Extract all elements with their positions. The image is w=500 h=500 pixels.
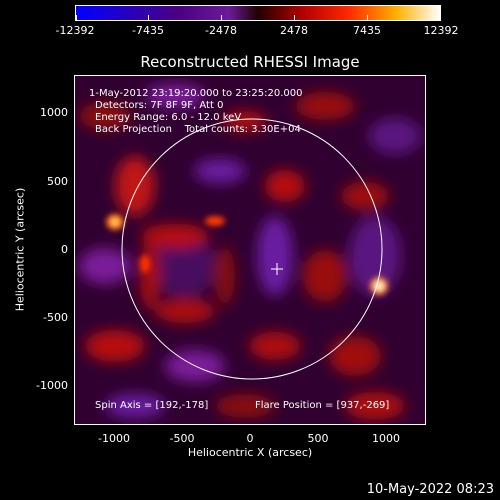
x-tick-label: 500 bbox=[307, 432, 329, 445]
footer-date: 10-May-2022 08:23 bbox=[366, 482, 494, 497]
y-axis-label: Heliocentric Y (arcsec) bbox=[13, 187, 27, 312]
info-line-counts: Back Projection Total counts: 3.30E+04 bbox=[95, 124, 301, 135]
solar-image-plot: 1-May-2012 23:19:20.000 to 23:25:20.000 … bbox=[74, 75, 426, 425]
x-tick-label: -1000 bbox=[98, 432, 130, 445]
colorbar-gradient bbox=[76, 6, 440, 20]
emission-background bbox=[79, 84, 421, 420]
colorbar-tick-label: -7435 bbox=[132, 24, 164, 37]
bright-sources bbox=[106, 214, 388, 295]
colorbar-tick-label: -12392 bbox=[55, 24, 95, 37]
info-line-detectors: Detectors: 7F 8F 9F, Att 0 bbox=[95, 100, 224, 111]
x-tick-label: -500 bbox=[169, 432, 195, 445]
solar-limb-circle bbox=[121, 118, 383, 380]
y-tick-label: 500 bbox=[47, 175, 68, 188]
spin-axis-cross bbox=[271, 263, 283, 275]
colorbar-tick-label: 12392 bbox=[423, 24, 459, 37]
y-tick-label: -1000 bbox=[36, 379, 68, 392]
y-tick-label: 1000 bbox=[40, 106, 68, 119]
info-line-energy: Energy Range: 6.0 - 12.0 keV bbox=[95, 112, 242, 123]
y-tick-label: 0 bbox=[61, 243, 68, 256]
solar-image bbox=[75, 76, 425, 424]
image-title: Reconstructed RHESSI Image bbox=[140, 53, 360, 71]
y-tick-label: -500 bbox=[43, 311, 68, 324]
flare-position-label: Flare Position = [937,-269] bbox=[255, 400, 390, 411]
spin-axis-label: Spin Axis = [192,-178] bbox=[95, 400, 209, 411]
colorbar-tick-label: 2478 bbox=[280, 24, 308, 37]
x-tick-label: 0 bbox=[246, 432, 254, 445]
colorbar-tick-label: -2478 bbox=[205, 24, 237, 37]
colorbar-tick-label: 7435 bbox=[353, 24, 381, 37]
info-line-time: 1-May-2012 23:19:20.000 to 23:25:20.000 bbox=[89, 88, 303, 99]
x-axis-label: Heliocentric X (arcsec) bbox=[187, 446, 313, 459]
colorbar-labels: -12392 -7435 -2478 2478 7435 12392 bbox=[56, 0, 459, 40]
colorbar bbox=[75, 5, 441, 21]
x-tick-label: 1000 bbox=[372, 432, 400, 445]
